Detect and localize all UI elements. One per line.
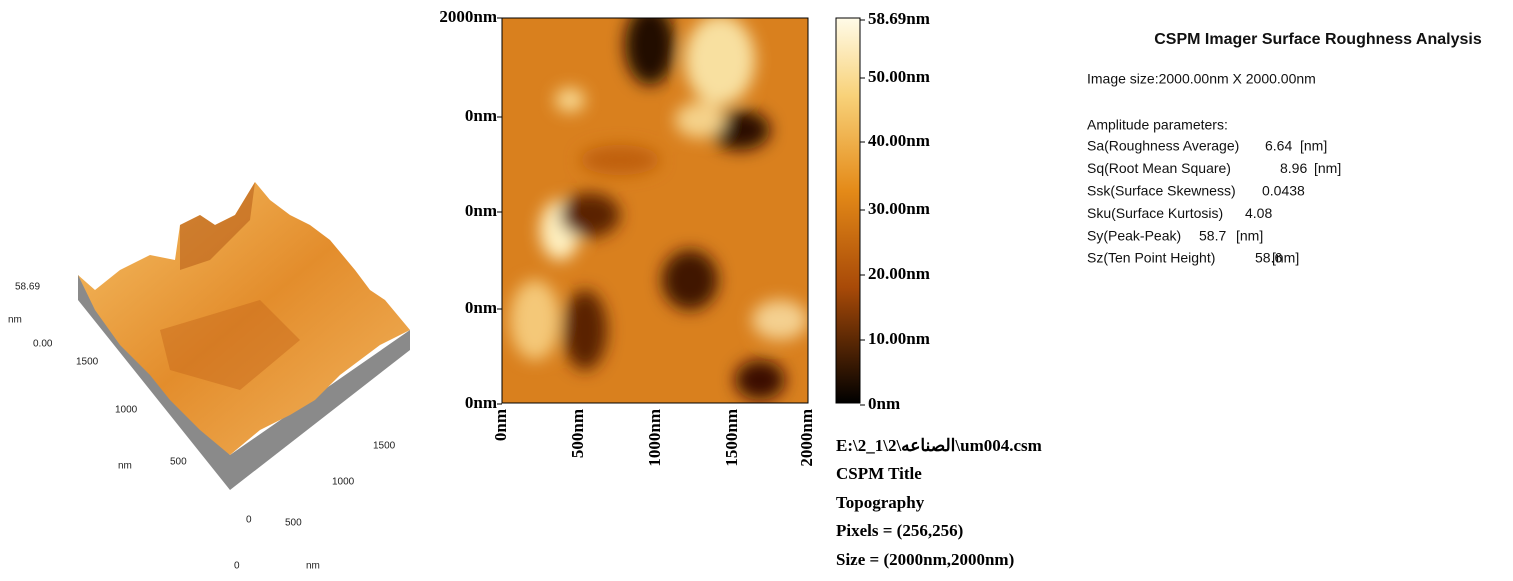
file-info: E:\2_1\2\الصناعه\um004.csm — [836, 436, 1042, 455]
colorbar-label: 58.69nm — [868, 9, 930, 28]
surface-shade — [180, 182, 255, 270]
y-tick-label: 0nm — [465, 106, 497, 125]
axis-label: nm — [118, 461, 132, 472]
colorbar — [835, 17, 861, 404]
params-heading: Amplitude parameters: — [1087, 117, 1228, 133]
file-info: CSPM Title — [836, 464, 922, 483]
param-unit: [nm] — [1314, 160, 1341, 176]
z-min: 0.00 — [33, 339, 53, 350]
x-tick-label: 2000nm — [797, 409, 816, 467]
param-value: 0.0438 — [1262, 183, 1305, 199]
axis-label: 1500 — [76, 357, 99, 368]
param-name: Sq(Root Mean Square) — [1087, 160, 1231, 176]
y-tick-label: 0nm — [465, 201, 497, 220]
param-value: 4.08 — [1245, 205, 1272, 221]
param-name: Ssk(Surface Skewness) — [1087, 183, 1236, 199]
param-name: Sa(Roughness Average) — [1087, 138, 1239, 154]
axis-label: 1000 — [115, 405, 138, 416]
image-frame — [501, 17, 809, 404]
colorbar-label: 20.00nm — [868, 264, 930, 283]
file-info: Pixels = (256,256) — [836, 521, 963, 540]
file-info: Size = (2000nm,2000nm) — [836, 550, 1014, 569]
surface-shade — [160, 300, 300, 390]
x-tick-label: 0nm — [491, 409, 510, 441]
y-tick-label: 0nm — [465, 298, 497, 317]
param-name: Sy(Peak-Peak) — [1087, 227, 1181, 243]
param-unit: [nm] — [1236, 227, 1263, 243]
z-unit: nm — [8, 315, 22, 326]
axis-label: 0 — [234, 561, 240, 572]
param-value: 58.7 — [1199, 227, 1226, 243]
colorbar-label: 30.00nm — [868, 199, 930, 218]
axis-label: 0 — [246, 515, 252, 526]
param-value: 6.64 — [1265, 138, 1292, 154]
z-max: 58.69 — [15, 282, 40, 293]
image-size: Image size:2000.00nm X 2000.00nm — [1087, 71, 1316, 87]
param-unit: [nm] — [1300, 138, 1327, 154]
y-tick-label: 2000nm — [439, 7, 497, 26]
axis-label: 500 — [170, 457, 187, 468]
axis-label: 500 — [285, 518, 302, 529]
topography-image — [501, 17, 809, 404]
axis-label: nm — [306, 561, 320, 572]
param-value: 58.6 — [1255, 250, 1282, 266]
axis-label: 1500 — [373, 441, 396, 452]
param-name: Sku(Surface Kurtosis) — [1087, 205, 1223, 221]
analysis-title: CSPM Imager Surface Roughness Analysis — [1154, 31, 1482, 48]
param-name: Sz(Ten Point Height) — [1087, 250, 1215, 266]
y-tick-label: 0nm — [465, 393, 497, 412]
param-value: 8.96 — [1280, 160, 1307, 176]
file-info: Topography — [836, 493, 925, 512]
x-tick-label: 1000nm — [645, 409, 664, 467]
colorbar-label: 40.00nm — [868, 131, 930, 150]
x-tick-label: 500nm — [568, 409, 587, 458]
colorbar-label: 10.00nm — [868, 329, 930, 348]
colorbar-label: 0nm — [868, 394, 900, 413]
surface-3d — [78, 182, 410, 490]
axis-label: 1000 — [332, 477, 355, 488]
x-tick-label: 1500nm — [722, 409, 741, 467]
colorbar-label: 50.00nm — [868, 67, 930, 86]
param-unit: [nm] — [1272, 250, 1299, 266]
surface-side — [78, 275, 410, 490]
